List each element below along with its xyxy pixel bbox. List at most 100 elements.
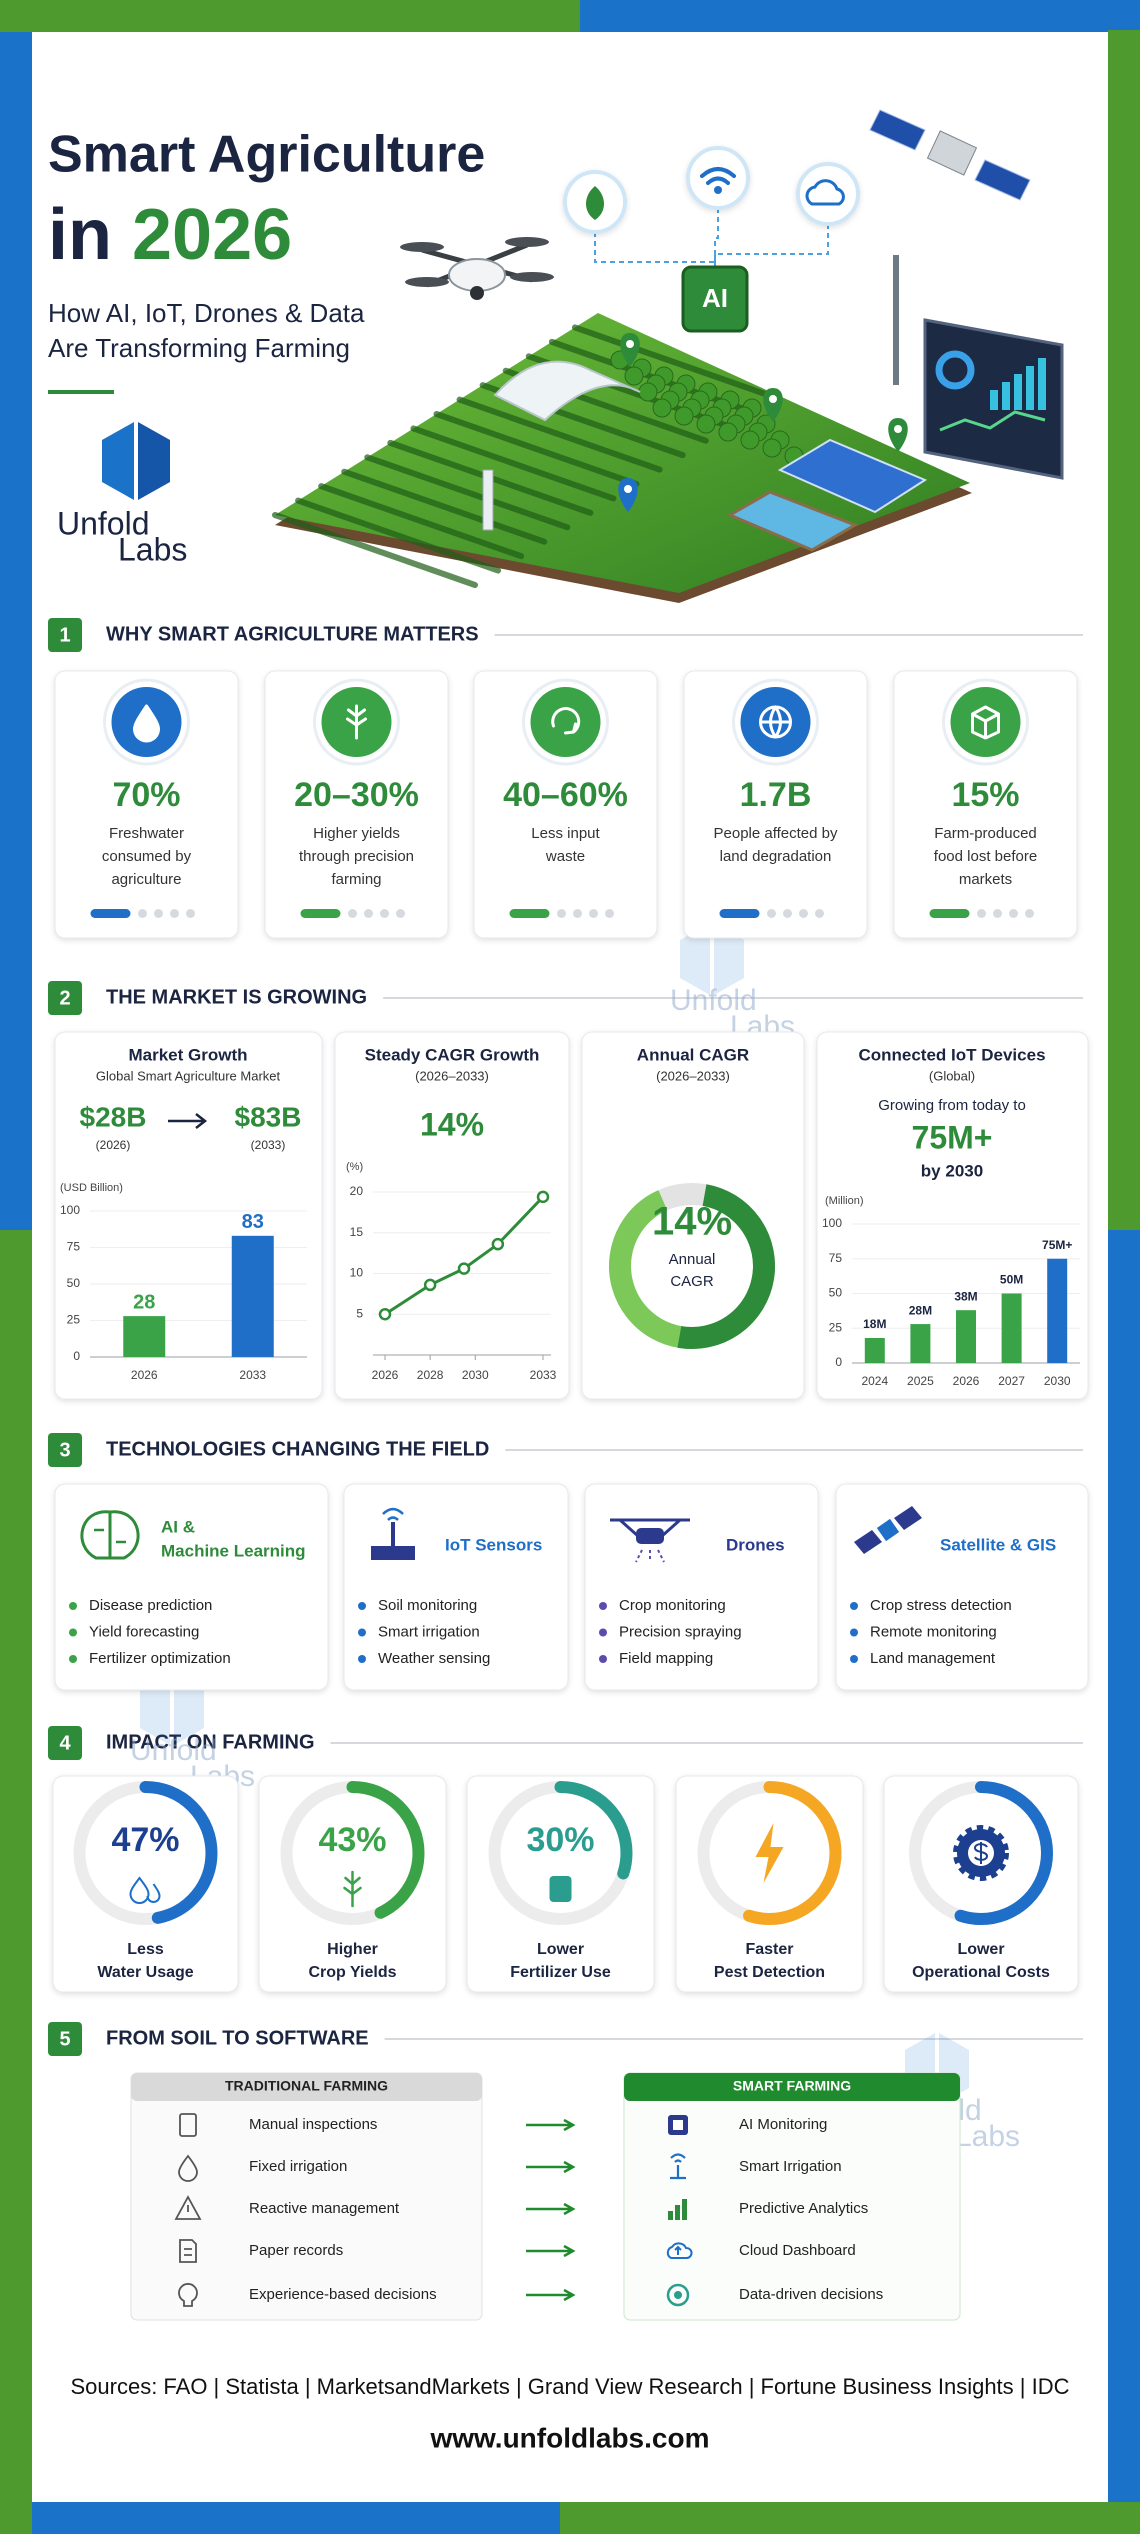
- crop: [638, 382, 658, 402]
- dashboard-donut: [935, 350, 975, 390]
- comparison-header-text: SMART FARMING: [733, 2078, 851, 2094]
- bullet-dot: [850, 1655, 858, 1663]
- impact-icon-dollar: [973, 1842, 989, 1864]
- comparison-arrow: [526, 2202, 576, 2216]
- market-from-year: (2026): [96, 1138, 131, 1152]
- impact-icon: [129, 1876, 161, 1904]
- satellite-icon-body: [876, 1518, 900, 1542]
- leaf-icon: [586, 186, 604, 220]
- bar: [123, 1316, 166, 1357]
- tech-bullet: Crop stress detection: [870, 1597, 1012, 1614]
- connector: [714, 208, 719, 268]
- map-pin-dot: [626, 340, 634, 348]
- crop-row: [571, 324, 778, 401]
- logo-mark: [102, 422, 134, 500]
- satellite-icon-panel: [894, 1506, 922, 1530]
- row-icon: [675, 2205, 680, 2220]
- bar-value-label: 28: [133, 1291, 155, 1313]
- impact-label: Higher: [327, 1941, 378, 1958]
- wifi-icon: [700, 167, 736, 185]
- stat-text: Freshwater: [109, 825, 184, 842]
- stat-text: People affected by: [714, 825, 838, 842]
- progress-dot: [138, 909, 147, 918]
- tech-bullet: Field mapping: [619, 1650, 713, 1667]
- title: Smart Agriculture: [48, 126, 485, 184]
- bullet-dot: [358, 1628, 366, 1637]
- crop: [740, 430, 760, 450]
- comparison-panel: [623, 2072, 961, 2321]
- pond: [726, 490, 859, 552]
- stat-text: Farm-produced: [934, 825, 1037, 842]
- stat-value: 15%: [951, 776, 1019, 814]
- comparison-arrow: [526, 2288, 576, 2302]
- comparison-header: [131, 2073, 482, 2101]
- crop-row: [295, 497, 502, 574]
- map-pin-dot: [769, 395, 777, 403]
- crop: [674, 406, 694, 426]
- frame-accent: [0, 0, 580, 32]
- iot-icon-base: [371, 1546, 415, 1560]
- comparison-arrow: [526, 2160, 576, 2174]
- impact-value: 47%: [111, 1821, 179, 1859]
- impact-label: Water Usage: [97, 1964, 193, 1981]
- tick-label: 50: [829, 1286, 843, 1300]
- watermark-mark: [714, 923, 744, 995]
- crop: [624, 366, 644, 386]
- section-title: FROM SOIL TO SOFTWARE: [106, 2027, 369, 2049]
- title-prefix: in: [48, 195, 112, 275]
- tech-title: Satellite & GIS: [940, 1535, 1056, 1554]
- section-number-box: [48, 981, 82, 1015]
- bullet-dot: [599, 1628, 607, 1637]
- tech-bullet: Disease prediction: [89, 1597, 212, 1614]
- stat-text: food lost before: [934, 848, 1037, 865]
- card: [675, 1775, 864, 1993]
- crop-row: [364, 454, 571, 531]
- tech-bullet: Soil monitoring: [378, 1597, 477, 1614]
- logo-text: Unfold: [57, 505, 150, 541]
- tech-bullet: Precision spraying: [619, 1623, 742, 1640]
- progress-dot: [364, 909, 373, 918]
- tech-title: IoT Sensors: [445, 1535, 542, 1554]
- section-number: 2: [59, 987, 70, 1009]
- tick-label: 0: [835, 1355, 842, 1369]
- sensor: [482, 469, 494, 531]
- tick-label: 2025: [907, 1374, 934, 1388]
- wifi-dot: [714, 186, 722, 194]
- cagr-point: [536, 1190, 550, 1204]
- ring-label: Annual: [669, 1251, 716, 1268]
- crop-row: [318, 483, 525, 560]
- satellite-panel: [869, 109, 926, 151]
- card: [54, 1483, 329, 1691]
- hero-icon: [796, 162, 860, 226]
- drone-icon: [610, 1518, 690, 1538]
- stat-text: through precision: [299, 848, 414, 865]
- tick-label: 75: [67, 1240, 81, 1254]
- dashboard-bar: [1026, 366, 1034, 410]
- card: [683, 670, 868, 939]
- impact-label: Operational Costs: [912, 1964, 1050, 1981]
- drone-camera: [470, 286, 484, 300]
- section-title: TECHNOLOGIES CHANGING THE FIELD: [106, 1438, 489, 1460]
- tick-label: 5: [356, 1306, 363, 1320]
- crop: [718, 422, 738, 442]
- tick-label: 50: [67, 1276, 81, 1290]
- comparison-header-text: TRADITIONAL FARMING: [225, 2078, 388, 2094]
- row-icon: [674, 2291, 682, 2299]
- dashboard-bar: [1014, 374, 1022, 410]
- tick-label: 25: [67, 1313, 81, 1327]
- progress-dot: [573, 909, 582, 918]
- progress-dot: [767, 909, 776, 918]
- progress-dot: [1009, 909, 1018, 918]
- impact-label: Crop Yields: [308, 1964, 396, 1981]
- tech-title: Drones: [726, 1535, 785, 1554]
- cagr-point: [378, 1308, 392, 1321]
- card: [343, 1483, 569, 1691]
- subtitle: Are Transforming Farming: [48, 333, 350, 363]
- progress-pill: [719, 909, 760, 918]
- satellite-body: [926, 130, 978, 176]
- iot-tail: by 2030: [921, 1161, 983, 1180]
- bar-value-label: 38M: [954, 1289, 977, 1303]
- impact-ring: [73, 1781, 218, 1925]
- bullet-dot: [69, 1602, 77, 1610]
- bullet-dot: [358, 1602, 366, 1610]
